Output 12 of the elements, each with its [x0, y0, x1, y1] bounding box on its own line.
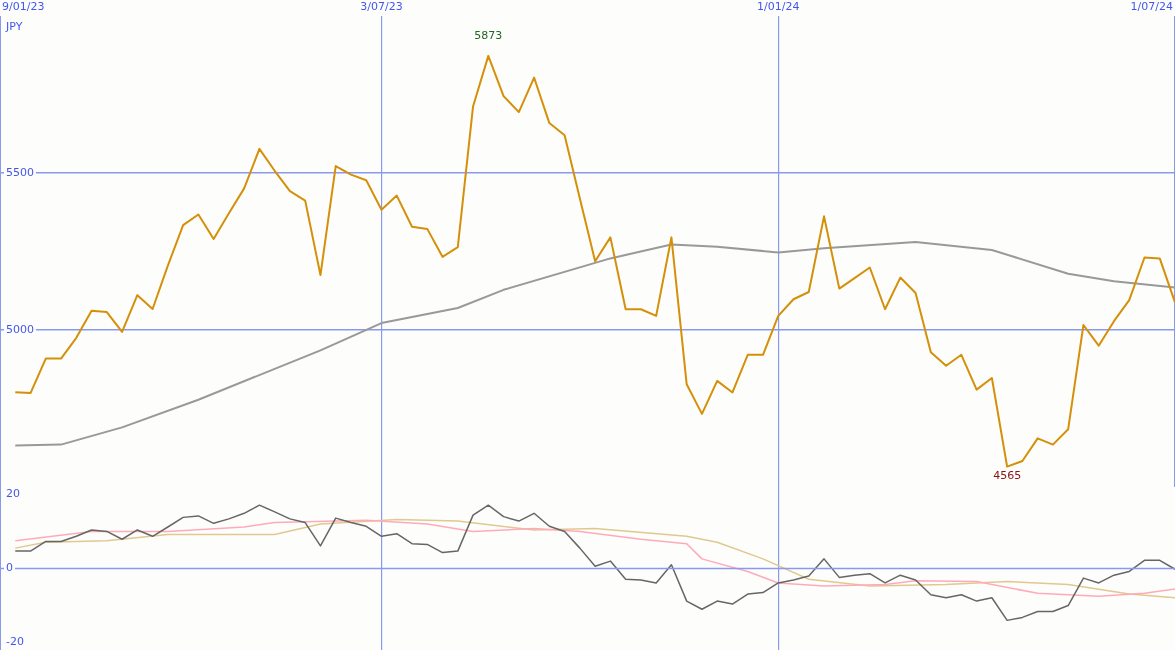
- x-tick-label: 9/01/23: [2, 0, 45, 14]
- y-tick-label: -20: [6, 635, 24, 649]
- y-tick-label: 20: [6, 487, 20, 501]
- y-tick-label: 0: [6, 561, 13, 575]
- y-tick-label: 5500: [6, 165, 34, 179]
- y-tick-label: 5000: [6, 322, 34, 336]
- annotation: 5873: [474, 29, 503, 43]
- y-axis-title: JPY: [5, 20, 23, 34]
- x-tick-label: 1/01/24: [757, 0, 800, 14]
- x-tick-label: 3/07/23: [360, 0, 403, 14]
- x-tick-label: 1/07/24: [1130, 0, 1173, 14]
- annotation: 4565: [993, 468, 1022, 482]
